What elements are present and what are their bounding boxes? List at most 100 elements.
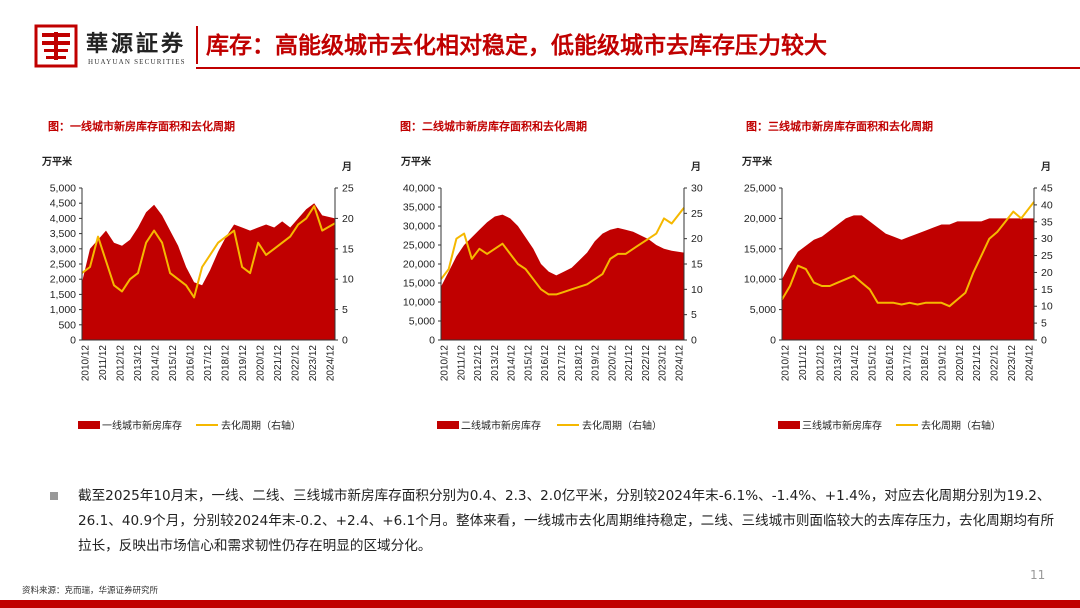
chart-tier1-inventory: 图：一线城市新房库存面积和去化周期 0 500 1,000 1,500 2,000 2,5… bbox=[20, 110, 360, 440]
y-tick-label-left: 3,000 bbox=[50, 243, 76, 255]
x-tick-label: 2015/12 bbox=[168, 345, 179, 382]
header-divider bbox=[196, 26, 198, 64]
x-tick-label: 2020/12 bbox=[256, 345, 267, 382]
y-tick-label-right: 25 bbox=[691, 208, 703, 220]
x-tick-label: 2021/12 bbox=[972, 345, 983, 382]
x-tick-label: 2013/12 bbox=[833, 345, 844, 382]
cycle-line bbox=[781, 201, 1035, 308]
x-tick-label: 2024/12 bbox=[1025, 345, 1036, 382]
chart-svg: 0 500 1,000 1,500 2,000 2,500 3,000 3,500 4,000 4… bbox=[41, 155, 354, 432]
footer-bar bbox=[0, 600, 1080, 608]
x-tick-label: 2010/12 bbox=[81, 345, 92, 382]
x-tick-label: 2017/12 bbox=[903, 345, 914, 382]
chart-svg: 0 5,000 10,000 15,000 20,000 25,000 0 5 10 15 20 25… bbox=[741, 155, 1053, 432]
chart-title: 图：三线城市新房库存面积和去化周期 bbox=[746, 120, 933, 133]
x-tick-label: 2016/12 bbox=[885, 345, 896, 382]
cycle-line bbox=[440, 207, 685, 296]
y-tick-label-right: 0 bbox=[1041, 335, 1047, 347]
x-tick-label: 2017/12 bbox=[203, 345, 214, 382]
chart-tier2-inventory: 图：二线城市新房库存面积和去化周期 0 5,000 10,000 15,000 20,0… bbox=[376, 110, 716, 440]
y-tick-label-right: 5 bbox=[691, 309, 697, 321]
x-tick-label: 2024/12 bbox=[326, 345, 337, 382]
y-tick-label-left: 5,000 bbox=[50, 183, 76, 195]
x-tick-label: 2013/12 bbox=[133, 345, 144, 382]
x-tick-label: 2015/12 bbox=[523, 345, 534, 382]
legend-label-cycle: 去化周期（右轴） bbox=[582, 419, 662, 432]
legend-label-cycle: 去化周期（右轴） bbox=[221, 419, 301, 432]
x-tick-label: 2016/12 bbox=[186, 345, 197, 382]
page-number: 11 bbox=[1030, 568, 1046, 582]
x-tick-label: 2020/12 bbox=[955, 345, 966, 382]
y-tick-label-left: 1,000 bbox=[50, 304, 76, 316]
legend-swatch-area bbox=[78, 421, 100, 429]
x-tick-label: 2015/12 bbox=[868, 345, 879, 382]
huayuan-logo-icon bbox=[34, 24, 78, 68]
y-tick-label-right: 0 bbox=[342, 335, 348, 347]
legend-label-inventory: 一线城市新房库存 bbox=[102, 419, 182, 432]
x-tick-label: 2011/12 bbox=[456, 345, 467, 381]
x-tick-label: 2023/12 bbox=[308, 345, 319, 382]
y-axis-label-left: 万平米 bbox=[400, 155, 432, 168]
x-tick-label: 2019/12 bbox=[937, 345, 948, 382]
source-note: 资料来源：克而瑞，华源证券研究所 bbox=[22, 586, 159, 596]
y-tick-label-right: 10 bbox=[691, 284, 703, 296]
x-tick-label: 2022/12 bbox=[990, 345, 1001, 382]
x-tick-label: 2012/12 bbox=[116, 345, 127, 382]
y-tick-label-right: 5 bbox=[342, 304, 348, 316]
legend-label-inventory: 三线城市新房库存 bbox=[802, 419, 882, 432]
x-tick-label: 2024/12 bbox=[675, 345, 686, 382]
inventory-area bbox=[82, 203, 335, 340]
y-tick-label-right: 40 bbox=[1041, 199, 1053, 211]
x-tick-label: 2010/12 bbox=[781, 345, 792, 382]
y-tick-label-right: 20 bbox=[1041, 267, 1053, 279]
y-tick-label-left: 2,500 bbox=[50, 259, 76, 271]
y-tick-label-right: 15 bbox=[342, 243, 354, 255]
y-tick-label-left: 15,000 bbox=[744, 243, 776, 255]
y-tick-label-left: 0 bbox=[429, 335, 435, 347]
y-tick-label-left: 4,000 bbox=[50, 213, 76, 225]
x-tick-label: 2023/12 bbox=[1007, 345, 1018, 382]
cycle-line bbox=[81, 205, 336, 299]
y-axis-label-right: 月 bbox=[1040, 161, 1051, 173]
bullet-icon bbox=[50, 492, 58, 500]
y-tick-label-right: 30 bbox=[1041, 233, 1053, 245]
x-tick-label: 2018/12 bbox=[221, 345, 232, 382]
y-tick-label-right: 30 bbox=[691, 183, 703, 195]
x-tick-label: 2013/12 bbox=[490, 345, 501, 382]
chart-title: 图：二线城市新房库存面积和去化周期 bbox=[400, 120, 587, 133]
chart-svg: 0 5,000 10,000 15,000 20,000 25,000 30,000 35,0… bbox=[400, 155, 703, 432]
y-tick-label-left: 25,000 bbox=[403, 240, 435, 252]
y-tick-label-left: 35,000 bbox=[403, 202, 435, 214]
y-tick-label-left: 10,000 bbox=[403, 297, 435, 309]
y-tick-label-left: 20,000 bbox=[403, 259, 435, 271]
y-tick-label-right: 15 bbox=[691, 259, 703, 271]
y-tick-label-right: 35 bbox=[1041, 216, 1053, 228]
x-tick-label: 2014/12 bbox=[507, 345, 518, 382]
x-tick-label: 2018/12 bbox=[920, 345, 931, 382]
legend-swatch-area bbox=[437, 421, 459, 429]
y-tick-label-right: 45 bbox=[1041, 183, 1053, 195]
inventory-area bbox=[782, 215, 1034, 340]
x-tick-label: 2012/12 bbox=[473, 345, 484, 382]
y-tick-label-right: 5 bbox=[1041, 318, 1047, 330]
y-tick-label-left: 30,000 bbox=[403, 221, 435, 233]
x-tick-label: 2016/12 bbox=[540, 345, 551, 382]
x-tick-label: 2018/12 bbox=[574, 345, 585, 382]
page-title: 库存：高能级城市去化相对稳定，低能级城市去库存压力较大 bbox=[206, 33, 827, 59]
x-tick-label: 2021/12 bbox=[273, 345, 284, 382]
y-tick-label-left: 2,000 bbox=[50, 274, 76, 286]
legend-label-cycle: 去化周期（右轴） bbox=[921, 419, 1001, 432]
legend-swatch-area bbox=[778, 421, 800, 429]
y-tick-label-left: 3,500 bbox=[50, 228, 76, 240]
x-tick-label: 2017/12 bbox=[557, 345, 568, 382]
y-tick-label-left: 1,500 bbox=[50, 289, 76, 301]
legend-label-inventory: 二线城市新房库存 bbox=[461, 419, 541, 432]
y-tick-label-right: 25 bbox=[342, 183, 354, 195]
y-tick-label-right: 15 bbox=[1041, 284, 1053, 296]
y-tick-label-right: 25 bbox=[1041, 250, 1053, 262]
y-axis-label-right: 月 bbox=[690, 161, 701, 173]
brand-name: 華源証券 bbox=[86, 31, 187, 57]
header-rule bbox=[196, 67, 1080, 69]
y-tick-label-left: 500 bbox=[58, 319, 76, 331]
x-tick-label: 2011/12 bbox=[798, 345, 809, 381]
